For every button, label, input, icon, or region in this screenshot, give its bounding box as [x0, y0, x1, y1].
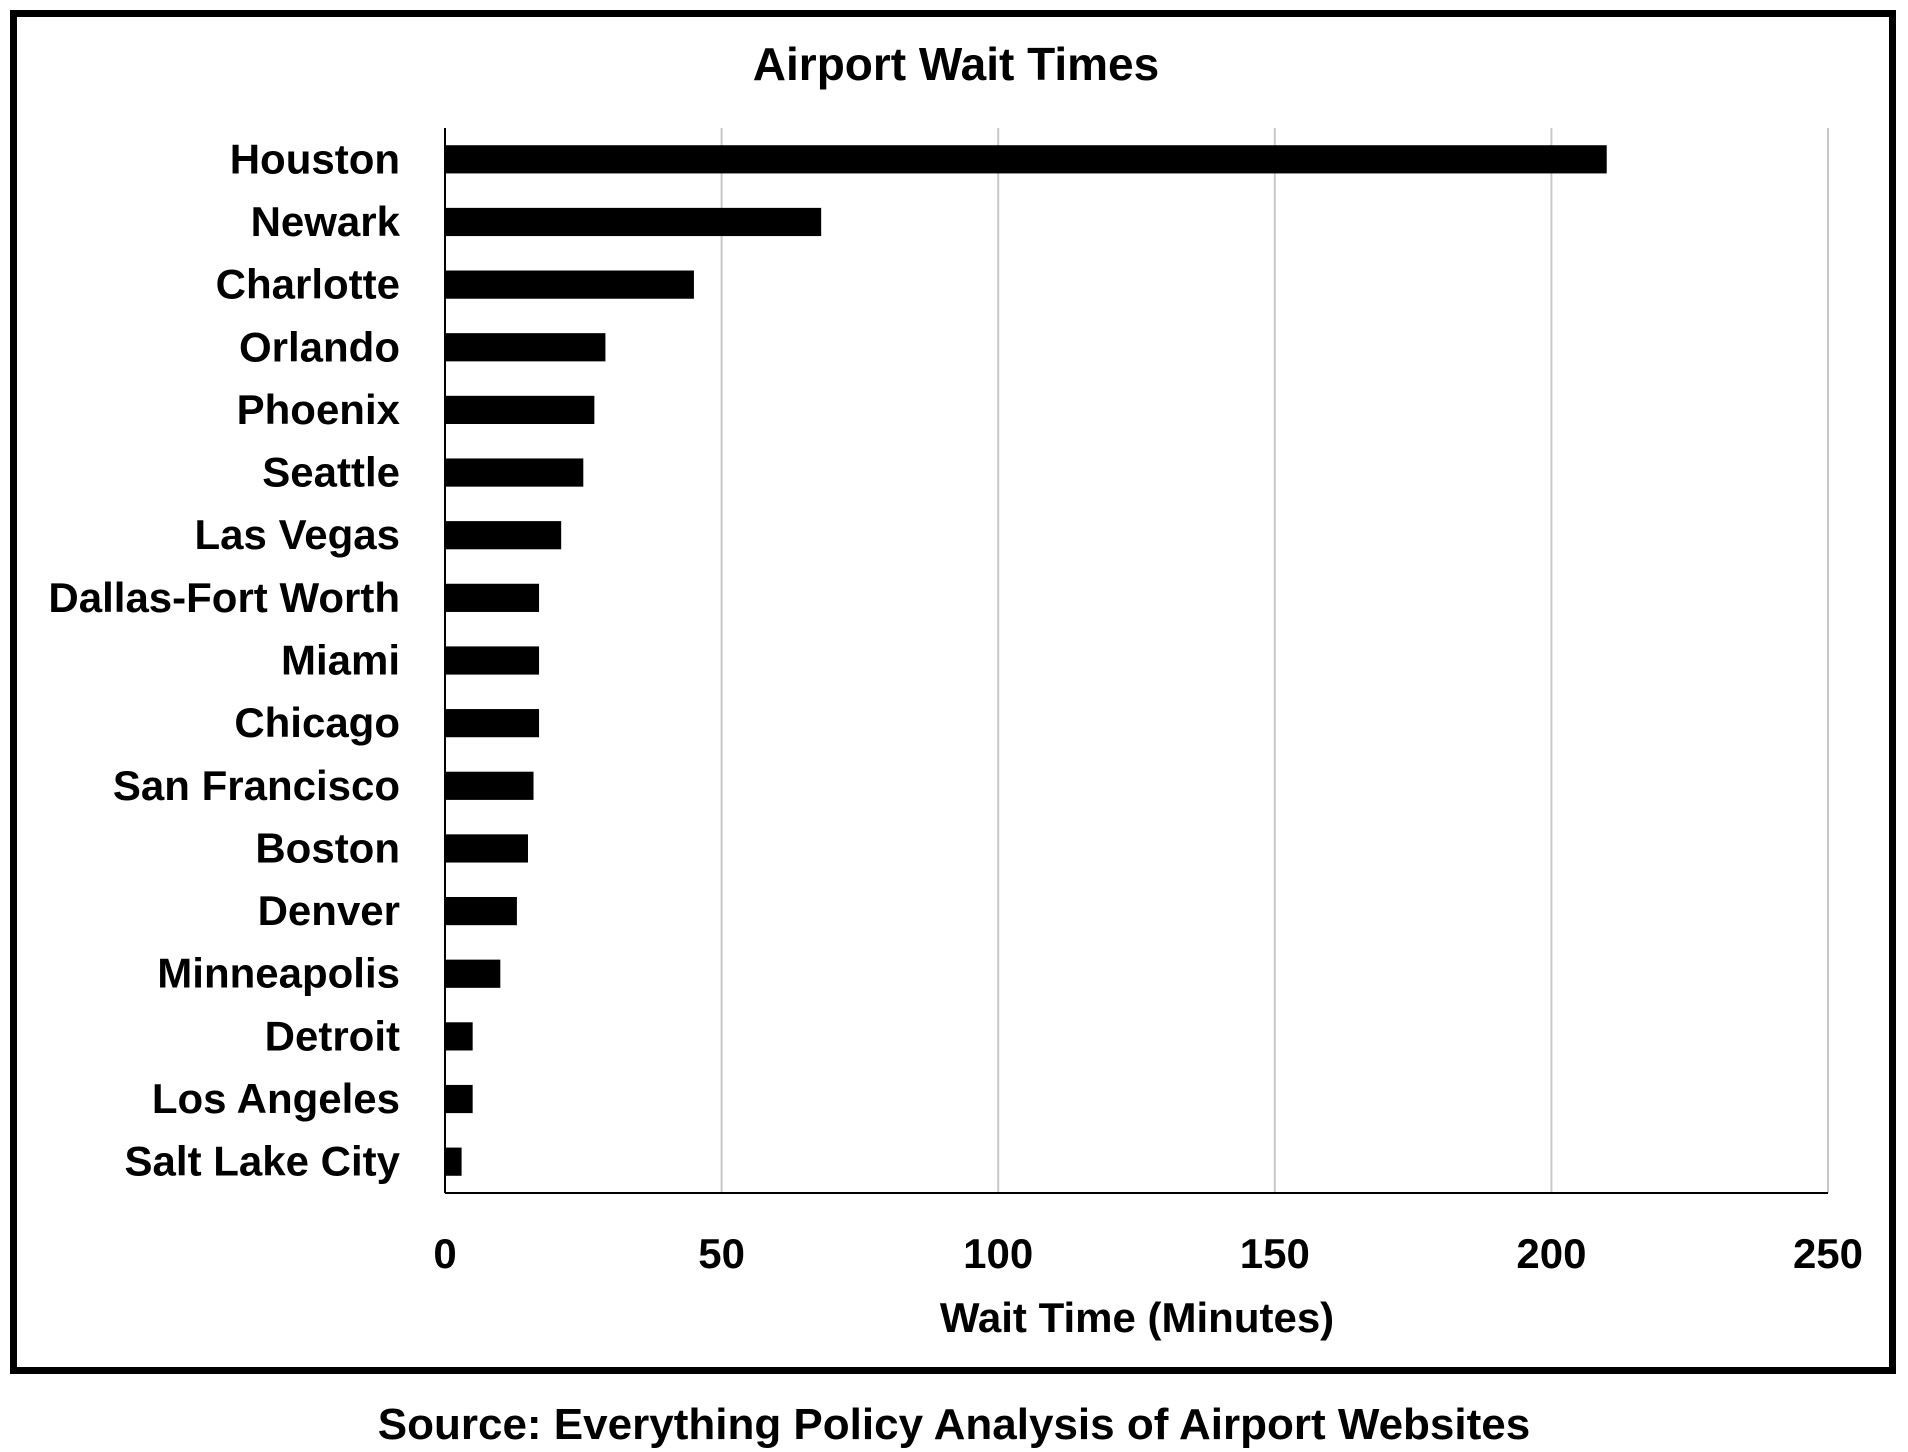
bar-charlotte — [445, 270, 694, 299]
category-label: Detroit — [265, 1012, 400, 1059]
category-label: San Francisco — [113, 762, 400, 809]
category-label: Boston — [255, 824, 400, 871]
bar-newark — [445, 207, 822, 237]
x-tick-label: 200 — [1516, 1230, 1586, 1277]
x-tick-label: 0 — [433, 1230, 456, 1277]
bar-minneapolis — [445, 959, 501, 988]
source-caption: Source: Everything Policy Analysis of Ai… — [377, 1400, 1531, 1449]
bar-boston — [445, 834, 528, 863]
category-labels: Houston Newark Charlotte Orlando Phoenix Seat… — [48, 135, 400, 1184]
category-label: Salt Lake City — [125, 1138, 401, 1185]
category-label: Seattle — [262, 449, 400, 496]
bar-phoenix — [445, 395, 595, 425]
bar-dallas-fort-worth — [445, 583, 540, 612]
category-label: Dallas-Fort Worth — [48, 574, 400, 621]
bar-salt-lake-city — [445, 1147, 462, 1176]
x-tick-label: 250 — [1793, 1230, 1863, 1277]
x-tick-labels: 0 50 100 150 200 250 — [433, 1230, 1863, 1277]
x-tick-label: 100 — [963, 1230, 1033, 1277]
bar-detroit — [445, 1022, 473, 1051]
bar-los-angeles — [445, 1084, 473, 1114]
x-tick-label: 50 — [698, 1230, 745, 1277]
bar-orlando — [445, 333, 606, 362]
bar-houston — [445, 145, 1607, 174]
x-tick-label: 150 — [1240, 1230, 1310, 1277]
category-label: Newark — [251, 198, 401, 245]
category-label: Minneapolis — [157, 950, 400, 997]
bar-seattle — [445, 458, 584, 487]
chart-title: Airport Wait Times — [753, 38, 1159, 90]
category-label: Houston — [230, 135, 400, 182]
category-label: Chicago — [234, 699, 400, 746]
bar-san-francisco — [445, 771, 534, 800]
bar-las-vegas — [445, 521, 562, 550]
category-label: Charlotte — [216, 261, 400, 308]
category-label: Las Vegas — [195, 511, 400, 558]
x-axis-title: Wait Time (Minutes) — [940, 1294, 1334, 1341]
bar-denver — [445, 896, 517, 926]
category-label: Miami — [281, 637, 400, 684]
bars — [445, 145, 1607, 1176]
bar-chicago — [445, 709, 540, 738]
category-label: Orlando — [239, 323, 400, 370]
category-label: Phoenix — [237, 386, 401, 433]
chart-frame — [10, 10, 1896, 1374]
category-label: Denver — [258, 887, 400, 934]
bar-miami — [445, 646, 540, 675]
category-label: Los Angeles — [152, 1075, 400, 1122]
